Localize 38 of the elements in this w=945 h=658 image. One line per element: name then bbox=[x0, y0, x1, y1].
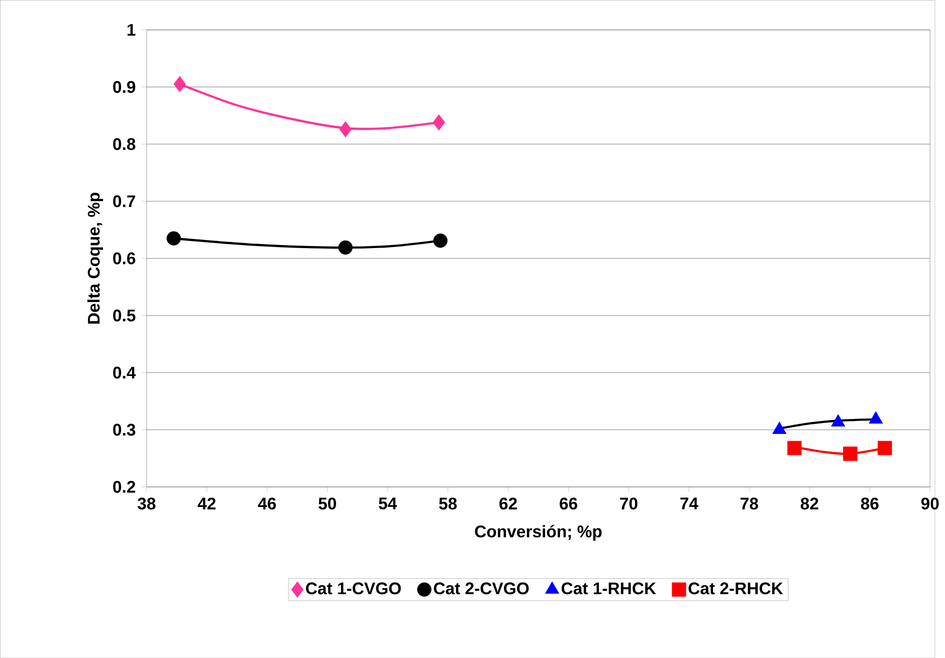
y-axis-title: Delta Coque, %p bbox=[87, 192, 104, 324]
legend-label: Cat 1-RHCK bbox=[562, 582, 656, 594]
point bbox=[338, 240, 353, 255]
x-tick-label: 78 bbox=[740, 498, 758, 510]
x-tick-label: 86 bbox=[860, 498, 879, 510]
x-tick-label: 70 bbox=[620, 498, 638, 510]
point bbox=[174, 76, 186, 92]
y-tick-label: 0.5 bbox=[113, 309, 136, 322]
x-tick-label: 42 bbox=[198, 498, 216, 510]
x-tick-label: 74 bbox=[680, 498, 698, 510]
y-tick-label: 0.7 bbox=[113, 195, 136, 208]
y-tick-label: 1 bbox=[128, 24, 136, 36]
x-tick-label: 46 bbox=[258, 498, 276, 510]
y-tick-label: 0.6 bbox=[113, 252, 136, 264]
x-tick-label: 62 bbox=[499, 498, 517, 510]
x-tick-label: 66 bbox=[560, 498, 578, 510]
point bbox=[843, 446, 858, 461]
point bbox=[433, 233, 448, 248]
y-tick-label: 0.2 bbox=[113, 480, 136, 493]
y-tick-label: 0.8 bbox=[113, 138, 136, 150]
point bbox=[339, 121, 352, 138]
x-tick-label: 50 bbox=[318, 498, 336, 510]
point bbox=[432, 114, 446, 130]
x-tick-label: 38 bbox=[138, 498, 156, 510]
x-axis-title: Conversión; %p bbox=[475, 524, 602, 541]
x-tick-label: 58 bbox=[439, 498, 457, 510]
x-tick-label: 90 bbox=[921, 498, 939, 510]
legend-label: Cat 2-CVGO bbox=[434, 582, 529, 594]
legend-label: Cat 1-CVGO bbox=[306, 582, 401, 594]
x-tick-label: 82 bbox=[800, 498, 818, 510]
y-tick-label: 0.9 bbox=[113, 80, 136, 93]
point bbox=[878, 440, 892, 456]
x-tick-label: 54 bbox=[378, 498, 397, 510]
y-tick-label: 0.3 bbox=[113, 424, 136, 436]
point bbox=[166, 231, 181, 246]
point bbox=[787, 440, 802, 456]
y-tick-label: 0.4 bbox=[113, 366, 136, 378]
legend-label: Cat 2-RHCK bbox=[688, 582, 784, 594]
